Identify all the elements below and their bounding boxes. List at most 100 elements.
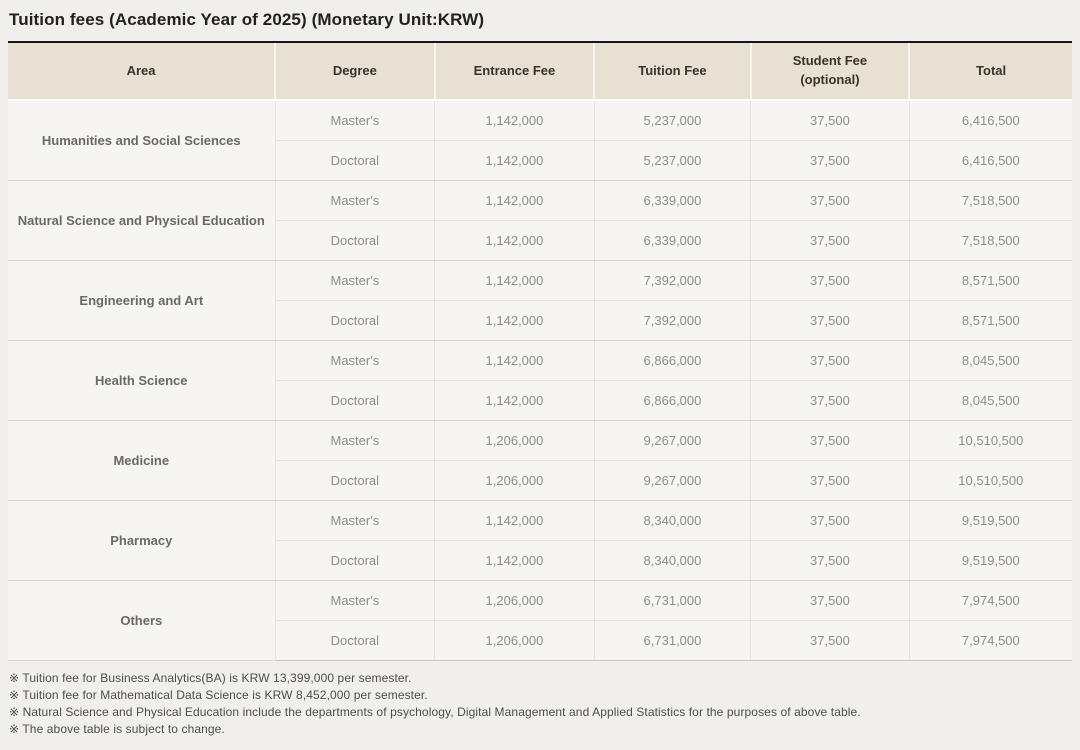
area-cell: Others — [8, 580, 276, 661]
table-row: Doctoral 1,206,000 6,731,000 37,500 7,97… — [8, 620, 1072, 661]
degree-cell: Master's — [274, 180, 435, 221]
footnote: ※ The above table is subject to change. — [9, 721, 225, 736]
total-cell: 10,510,500 — [908, 420, 1072, 461]
tuition-fee-cell: 7,392,000 — [593, 300, 751, 341]
column-header-entrance-fee: Entrance Fee — [433, 41, 595, 101]
table-row: Doctoral 1,142,000 5,237,000 37,500 6,41… — [8, 140, 1072, 181]
table-header: Area Degree Entrance Fee Tuition Fee Stu… — [8, 41, 1072, 101]
total-cell: 6,416,500 — [908, 140, 1072, 181]
table-row: Doctoral 1,206,000 9,267,000 37,500 10,5… — [8, 460, 1072, 501]
student-fee-cell: 37,500 — [750, 220, 910, 261]
student-fee-cell: 37,500 — [750, 100, 910, 141]
table-row: Pharmacy Master's 1,142,000 8,340,000 37… — [8, 500, 1072, 581]
student-fee-cell: 37,500 — [750, 460, 910, 501]
student-fee-cell: 37,500 — [750, 500, 910, 541]
entrance-fee-cell: 1,142,000 — [434, 100, 595, 141]
total-cell: 7,518,500 — [908, 180, 1072, 221]
degree-cell: Doctoral — [274, 540, 435, 581]
footnote: ※ Tuition fee for Business Analytics(BA)… — [9, 670, 412, 685]
entrance-fee-cell: 1,142,000 — [434, 500, 595, 541]
degree-cell: Doctoral — [274, 220, 435, 261]
student-fee-cell: 37,500 — [750, 580, 910, 621]
table-row: Doctoral 1,142,000 8,340,000 37,500 9,51… — [8, 540, 1072, 581]
tuition-fee-cell: 9,267,000 — [593, 420, 751, 461]
tuition-fee-cell: 6,866,000 — [593, 380, 751, 421]
total-cell: 8,045,500 — [908, 380, 1072, 421]
degree-cell: Master's — [274, 340, 435, 381]
table-row: Doctoral 1,142,000 6,866,000 37,500 8,04… — [8, 380, 1072, 421]
student-fee-cell: 37,500 — [750, 140, 910, 181]
degree-cell: Master's — [274, 580, 435, 621]
total-cell: 8,571,500 — [908, 300, 1072, 341]
total-cell: 6,416,500 — [908, 100, 1072, 141]
student-fee-cell: 37,500 — [750, 180, 910, 221]
column-header-area: Area — [8, 41, 276, 101]
table-row: Humanities and Social Sciences Master's … — [8, 100, 1072, 181]
entrance-fee-cell: 1,142,000 — [434, 380, 595, 421]
page-title: Tuition fees (Academic Year of 2025) (Mo… — [9, 10, 485, 29]
student-fee-cell: 37,500 — [750, 260, 910, 301]
area-cell: Humanities and Social Sciences — [8, 100, 276, 181]
area-cell: Health Science — [8, 340, 276, 421]
table-row: Doctoral 1,142,000 6,339,000 37,500 7,51… — [8, 220, 1072, 261]
total-cell: 7,518,500 — [908, 220, 1072, 261]
student-fee-cell: 37,500 — [750, 340, 910, 381]
entrance-fee-cell: 1,142,000 — [434, 220, 595, 261]
footnote: ※ Tuition fee for Mathematical Data Scie… — [9, 687, 428, 702]
student-fee-optional-label: (optional) — [800, 72, 860, 87]
total-cell: 9,519,500 — [908, 540, 1072, 581]
total-cell: 8,571,500 — [908, 260, 1072, 301]
student-fee-cell: 37,500 — [750, 300, 910, 341]
entrance-fee-cell: 1,206,000 — [434, 460, 595, 501]
area-cell: Pharmacy — [8, 500, 276, 581]
table-row: Natural Science and Physical Education M… — [8, 180, 1072, 261]
table-row: Medicine Master's 1,206,000 9,267,000 37… — [8, 420, 1072, 501]
table-body: Humanities and Social Sciences Master's … — [8, 100, 1072, 661]
degree-cell: Master's — [274, 260, 435, 301]
entrance-fee-cell: 1,142,000 — [434, 540, 595, 581]
total-cell: 7,974,500 — [908, 580, 1072, 621]
student-fee-label: Student Fee — [792, 53, 868, 69]
table-row: Doctoral 1,142,000 7,392,000 37,500 8,57… — [8, 300, 1072, 341]
entrance-fee-cell: 1,206,000 — [434, 420, 595, 461]
tuition-fee-cell: 6,339,000 — [593, 220, 751, 261]
degree-cell: Master's — [274, 420, 435, 461]
entrance-fee-cell: 1,206,000 — [434, 580, 595, 621]
degree-cell: Master's — [274, 100, 435, 141]
tuition-fee-cell: 8,340,000 — [593, 500, 751, 541]
tuition-fee-cell: 9,267,000 — [593, 460, 751, 501]
entrance-fee-cell: 1,206,000 — [434, 620, 595, 661]
area-cell: Natural Science and Physical Education — [8, 180, 276, 261]
table-row: Health Science Master's 1,142,000 6,866,… — [8, 340, 1072, 421]
footnotes: ※ Tuition fee for Business Analytics(BA)… — [9, 670, 1072, 738]
column-header-total: Total — [908, 41, 1072, 101]
tuition-fee-cell: 7,392,000 — [593, 260, 751, 301]
degree-cell: Doctoral — [274, 140, 435, 181]
total-cell: 7,974,500 — [908, 620, 1072, 661]
table-row: Others Master's 1,206,000 6,731,000 37,5… — [8, 580, 1072, 661]
entrance-fee-cell: 1,142,000 — [434, 140, 595, 181]
area-cell: Engineering and Art — [8, 260, 276, 341]
footnote: ※ Natural Science and Physical Education… — [9, 704, 861, 719]
tuition-fee-cell: 6,731,000 — [593, 580, 751, 621]
student-fee-cell: 37,500 — [750, 380, 910, 421]
total-cell: 10,510,500 — [908, 460, 1072, 501]
column-header-tuition-fee: Tuition Fee — [593, 41, 751, 101]
column-header-student-fee: Student Fee (optional) — [749, 41, 910, 101]
student-fee-cell: 37,500 — [750, 420, 910, 461]
area-cell: Medicine — [8, 420, 276, 501]
table-row: Engineering and Art Master's 1,142,000 7… — [8, 260, 1072, 341]
tuition-fee-cell: 6,339,000 — [593, 180, 751, 221]
tuition-fees-table: Area Degree Entrance Fee Tuition Fee Stu… — [8, 41, 1072, 661]
tuition-fee-cell: 5,237,000 — [593, 140, 751, 181]
tuition-fee-cell: 6,731,000 — [593, 620, 751, 661]
degree-cell: Doctoral — [274, 380, 435, 421]
column-header-degree: Degree — [274, 41, 435, 101]
entrance-fee-cell: 1,142,000 — [434, 180, 595, 221]
entrance-fee-cell: 1,142,000 — [434, 260, 595, 301]
student-fee-cell: 37,500 — [750, 620, 910, 661]
total-cell: 9,519,500 — [908, 500, 1072, 541]
total-cell: 8,045,500 — [908, 340, 1072, 381]
entrance-fee-cell: 1,142,000 — [434, 340, 595, 381]
